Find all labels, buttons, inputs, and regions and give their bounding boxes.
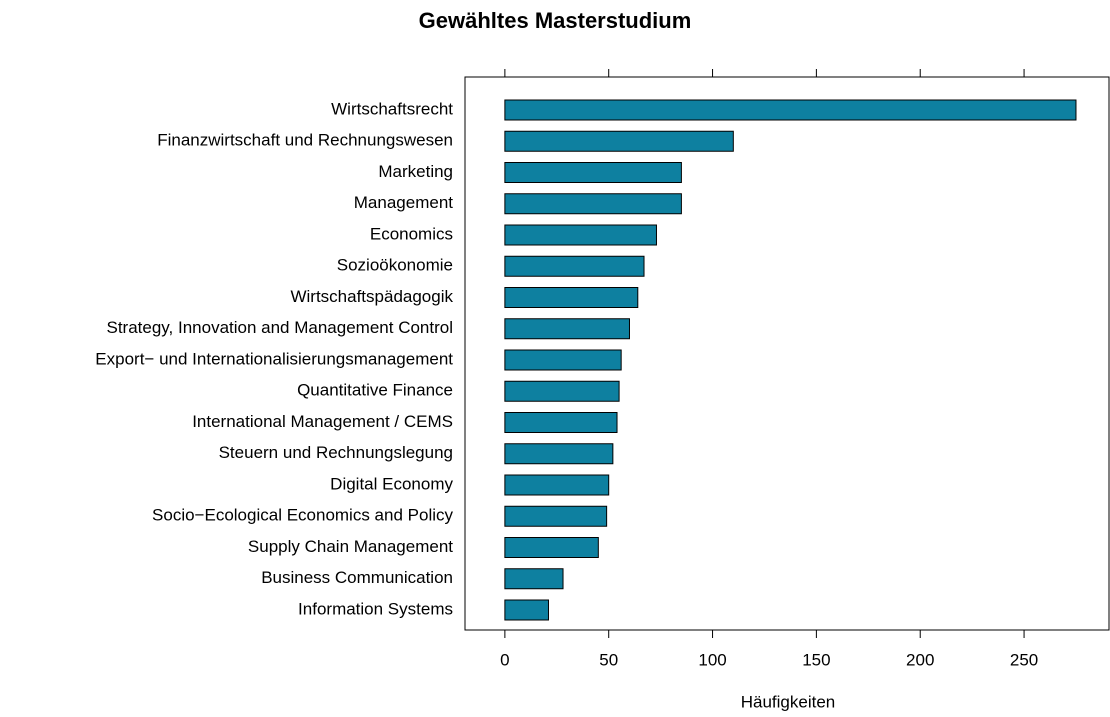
bar — [504, 505, 608, 527]
bar — [504, 443, 614, 465]
y-tick-label: Quantitative Finance — [297, 381, 453, 400]
y-tick-label: Supply Chain Management — [248, 537, 453, 556]
bar — [504, 130, 734, 152]
x-tick-label: 200 — [906, 650, 934, 669]
bar — [504, 537, 599, 558]
bar — [504, 224, 657, 246]
y-tick-label: Business Communication — [261, 568, 453, 587]
bar — [504, 599, 549, 621]
x-tick-label: 50 — [599, 650, 618, 669]
y-tick-label: Sozioökonomie — [337, 256, 453, 275]
y-tick-label: Information Systems — [298, 599, 453, 618]
bar — [504, 255, 645, 277]
bar — [504, 287, 639, 308]
y-tick-label: International Management / CEMS — [192, 412, 453, 431]
bar — [504, 380, 620, 402]
y-tick-label: Steuern und Rechnungslegung — [219, 443, 453, 462]
y-tick-label: Marketing — [378, 162, 453, 181]
y-tick-label: Strategy, Innovation and Management Cont… — [106, 318, 453, 337]
bar — [504, 568, 564, 590]
bar — [504, 318, 630, 340]
y-tick-label: Digital Economy — [330, 474, 453, 493]
bar — [504, 349, 622, 371]
y-tick-label: Wirtschaftspädagogik — [290, 287, 453, 306]
plot-frame — [464, 76, 1110, 631]
y-tick-label: Management — [354, 193, 454, 212]
x-tick-label: 250 — [1010, 650, 1038, 669]
y-tick-label: Economics — [370, 224, 453, 243]
x-tick-label: 0 — [500, 650, 509, 669]
chart-title: Gewähltes Masterstudium — [419, 8, 692, 33]
y-tick-label: Finanzwirtschaft und Rechnungswesen — [157, 131, 453, 150]
y-tick-label: Socio−Ecological Economics and Policy — [152, 506, 453, 525]
x-axis-label: Häufigkeiten — [741, 692, 836, 711]
bar — [504, 193, 682, 215]
y-tick-label: Export− und Internationalisierungsmanage… — [95, 349, 453, 368]
bar — [504, 412, 618, 433]
y-tick-label: Wirtschaftsrecht — [331, 99, 453, 118]
bar — [504, 162, 682, 183]
x-tick-label: 150 — [802, 650, 830, 669]
x-tick-label: 100 — [698, 650, 726, 669]
bar — [504, 474, 610, 496]
bar — [504, 99, 1077, 121]
